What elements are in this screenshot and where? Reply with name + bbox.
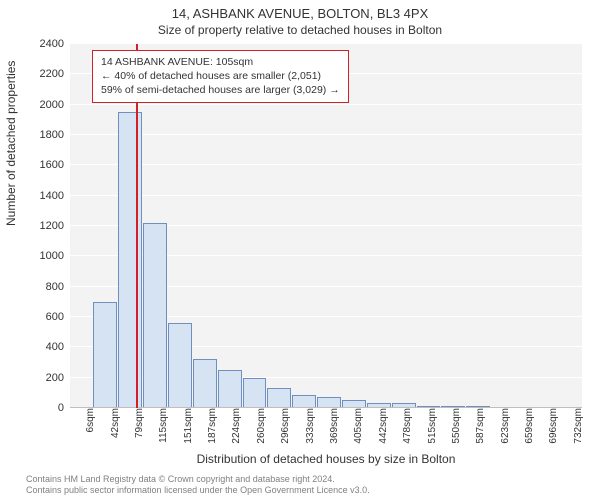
footer-line-1: Contains HM Land Registry data © Crown c… <box>26 474 370 485</box>
histogram-bar <box>143 223 167 408</box>
x-tick-label: 151sqm <box>183 408 194 444</box>
footer-attribution: Contains HM Land Registry data © Crown c… <box>26 474 370 496</box>
x-tick-label: 42sqm <box>110 408 121 438</box>
y-axis-label: Number of detached properties <box>4 61 18 226</box>
histogram-bar <box>193 359 217 408</box>
x-tick-label: 515sqm <box>427 408 438 444</box>
y-tick-label: 2400 <box>0 38 64 50</box>
x-tick-label: 187sqm <box>207 408 218 444</box>
annotation-box: 14 ASHBANK AVENUE: 105sqm ← 40% of detac… <box>92 50 349 103</box>
histogram-bar <box>168 323 192 408</box>
x-tick-label: 115sqm <box>158 408 169 443</box>
x-ticks: 6sqm 42sqm 79sqm 115sqm 151sqm 187sqm 224sqm 26… <box>70 408 582 456</box>
x-tick-label: 369sqm <box>329 408 340 444</box>
x-tick-label: 333sqm <box>305 408 316 444</box>
histogram-bar <box>118 112 142 408</box>
histogram-bar <box>93 302 117 408</box>
x-tick-label: 623sqm <box>500 408 511 444</box>
plot-area: 14 ASHBANK AVENUE: 105sqm ← 40% of detac… <box>70 44 582 408</box>
x-tick-label: 732sqm <box>573 408 584 444</box>
x-tick-label: 442sqm <box>378 408 389 444</box>
annotation-line-3: 59% of semi-detached houses are larger (… <box>101 83 340 97</box>
x-tick-label: 296sqm <box>280 408 291 444</box>
x-tick-label: 260sqm <box>256 408 267 444</box>
annotation-line-1: 14 ASHBANK AVENUE: 105sqm <box>101 55 340 69</box>
title-main: 14, ASHBANK AVENUE, BOLTON, BL3 4PX <box>0 6 600 21</box>
footer-line-2: Contains public sector information licen… <box>26 485 370 496</box>
figure: 14, ASHBANK AVENUE, BOLTON, BL3 4PX Size… <box>0 0 600 500</box>
histogram-bar <box>218 370 242 408</box>
x-tick-label: 550sqm <box>451 408 462 444</box>
x-tick-label: 224sqm <box>231 408 242 444</box>
x-tick-label: 405sqm <box>353 408 364 444</box>
y-tick-label: 600 <box>0 311 64 323</box>
histogram-bar <box>267 388 291 408</box>
x-tick-label: 478sqm <box>402 408 413 444</box>
y-tick-label: 800 <box>0 281 64 293</box>
y-tick-label: 200 <box>0 372 64 384</box>
y-tick-label: 400 <box>0 341 64 353</box>
y-tick-label: 1000 <box>0 250 64 262</box>
x-tick-label: 587sqm <box>475 408 486 444</box>
x-axis-label: Distribution of detached houses by size … <box>70 452 582 466</box>
x-tick-label: 659sqm <box>524 408 535 444</box>
x-tick-label: 696sqm <box>548 408 559 444</box>
y-tick-label: 0 <box>0 402 64 414</box>
title-sub: Size of property relative to detached ho… <box>0 23 600 37</box>
x-tick-label: 6sqm <box>85 408 96 432</box>
x-tick-label: 79sqm <box>134 408 145 438</box>
annotation-line-2: ← 40% of detached houses are smaller (2,… <box>101 69 340 83</box>
histogram-bar <box>243 378 267 408</box>
